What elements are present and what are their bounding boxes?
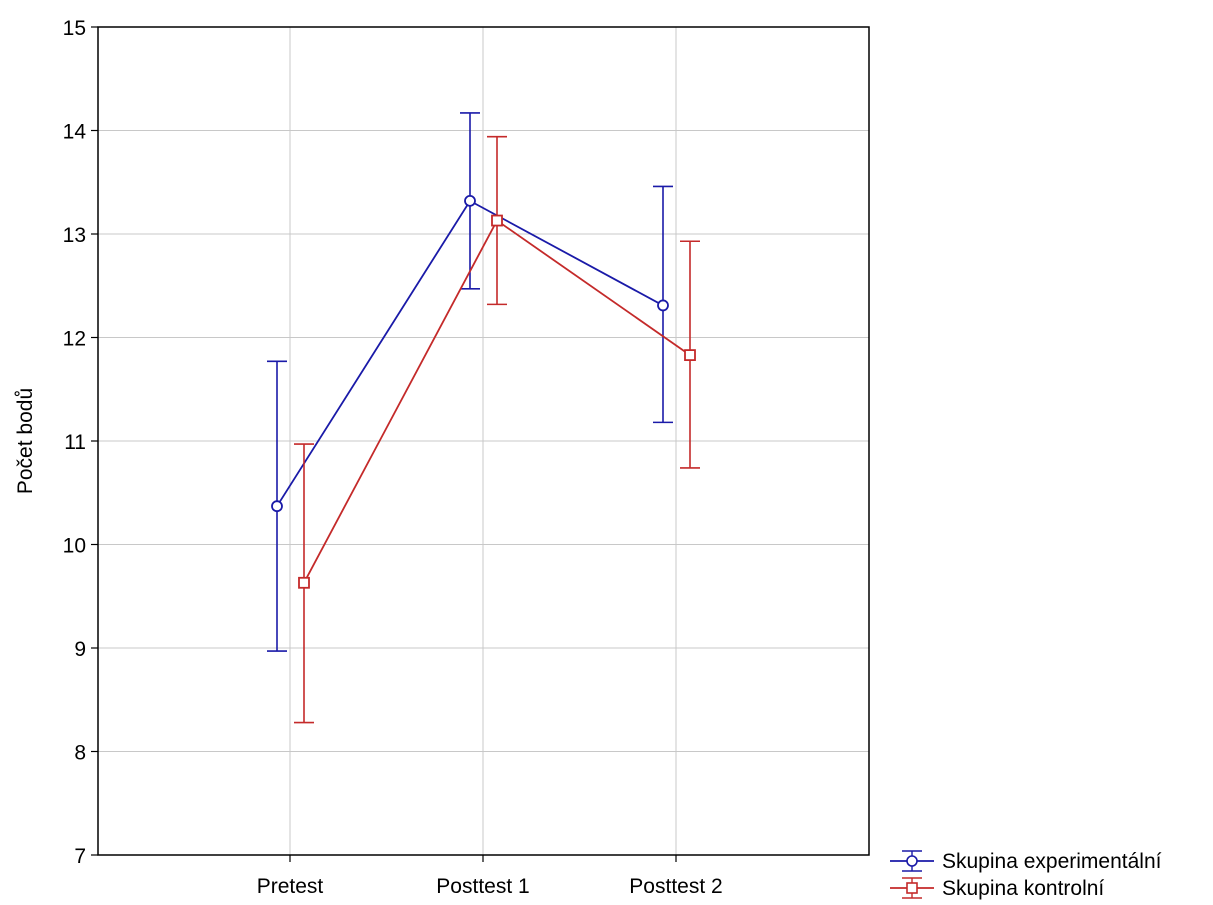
data-point [271,500,283,513]
y-axis-label: Počet bodů [14,388,37,494]
x-tick-label: Posttest 1 [436,875,529,898]
y-tick-label: 10 [63,535,86,558]
y-tick-label: 9 [74,638,86,661]
legend-marker [906,882,918,894]
data-point [464,194,476,207]
y-tick-label: 12 [63,328,86,351]
y-axis-ticks: 7 8 9 10 11 12 13 14 15 [63,17,98,868]
y-tick-label: 13 [63,224,86,247]
legend-label: Skupina experimentální [942,850,1162,873]
x-tick-label: Pretest [257,875,324,898]
x-tick-label: Posttest 2 [629,875,722,898]
legend-marker [906,855,918,867]
y-tick-label: 14 [63,121,87,144]
series [267,112,700,724]
data-point [491,214,503,227]
legend: Skupina experimentální Skupina kontrolní [890,850,1162,900]
x-axis-ticks: Pretest Posttest 1 Posttest 2 [257,855,723,898]
legend-label: Skupina kontrolní [942,877,1104,900]
data-point [684,349,696,361]
y-tick-label: 7 [74,845,86,868]
series-2 [294,135,700,724]
y-tick-label: 11 [64,431,86,454]
y-tick-label: 8 [74,742,86,765]
series-1 [267,112,673,652]
y-tick-label: 15 [63,17,86,40]
data-point [657,299,669,312]
legend-item-1: Skupina experimentální [890,850,1162,873]
data-point [298,576,310,589]
legend-item-2: Skupina kontrolní [890,877,1104,900]
grid [98,27,869,855]
